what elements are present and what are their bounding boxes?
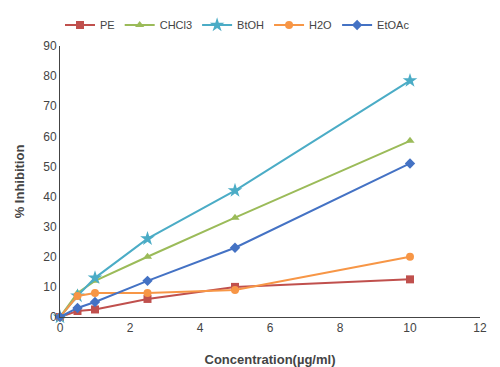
svg-text:Concentration(µg/ml): Concentration(µg/ml) — [205, 352, 336, 367]
svg-text:8: 8 — [337, 321, 344, 335]
svg-text:20: 20 — [43, 250, 57, 264]
svg-text:H2O: H2O — [309, 19, 332, 31]
svg-text:0: 0 — [57, 321, 64, 335]
svg-text:EtOAc: EtOAc — [377, 19, 409, 31]
svg-text:12: 12 — [473, 321, 487, 335]
svg-text:30: 30 — [43, 220, 57, 234]
svg-text:0: 0 — [50, 310, 57, 324]
svg-text:40: 40 — [43, 190, 57, 204]
svg-text:6: 6 — [267, 321, 274, 335]
svg-text:4: 4 — [197, 321, 204, 335]
svg-text:50: 50 — [43, 160, 57, 174]
svg-text:PE: PE — [100, 19, 115, 31]
svg-text:2: 2 — [127, 321, 134, 335]
svg-text:% Inhibition: % Inhibition — [12, 145, 27, 219]
svg-text:CHCl3: CHCl3 — [160, 19, 192, 31]
svg-text:60: 60 — [43, 130, 57, 144]
svg-text:10: 10 — [43, 280, 57, 294]
svg-text:10: 10 — [403, 321, 417, 335]
svg-text:BtOH: BtOH — [237, 19, 264, 31]
svg-text:90: 90 — [43, 39, 57, 53]
svg-text:80: 80 — [43, 69, 57, 83]
svg-text:70: 70 — [43, 99, 57, 113]
